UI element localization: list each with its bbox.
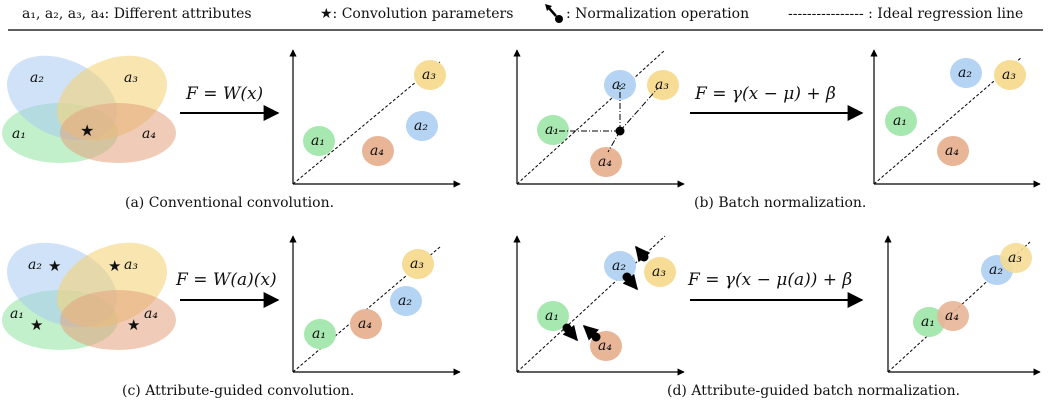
plot-d2-label-a2: a₂ (989, 262, 1003, 278)
caption-c: (c) Attribute-guided convolution. (122, 383, 355, 399)
plot-d-right (884, 235, 1041, 376)
venn-a-label-a2: a₂ (30, 70, 44, 86)
plot-b2-label-a3: a₃ (1002, 67, 1016, 83)
plot-d2-label-a3: a₃ (1008, 250, 1022, 266)
legend-norm-op: : Normalization operation (566, 6, 750, 22)
ellipse-a4 (60, 103, 176, 163)
caption-b: (b) Batch normalization. (694, 195, 867, 211)
point-a3 (414, 60, 446, 90)
plot-b-left (513, 49, 685, 188)
plot-c (289, 235, 461, 376)
star-icon: ★ (80, 121, 95, 140)
point-a1 (303, 126, 335, 156)
star-icon-a2: ★ (48, 257, 62, 275)
plot-d-left (513, 235, 685, 376)
plot-c-label-a4: a₄ (358, 316, 372, 332)
legend-attributes: a₁, a₂, a₃, a₄: Different attributes (22, 6, 252, 22)
plot-a-label-a2: a₂ (414, 118, 428, 134)
plot-b-right (870, 49, 1041, 188)
formula-b: F = γ(x − μ) + β (695, 84, 836, 104)
plot-a (289, 49, 461, 188)
plot-d1-label-a2: a₂ (612, 258, 626, 274)
plot-a-label-a3: a₃ (422, 67, 436, 83)
plot-b2-label-a1: a₁ (893, 113, 907, 129)
mean-dot-b (615, 126, 625, 136)
venn-c-label-a4: a₄ (144, 306, 158, 322)
plot-a-label-a4: a₄ (370, 143, 384, 159)
venn-c-label-a3: a₃ (124, 257, 138, 273)
venn-a-label-a4: a₄ (142, 126, 156, 142)
venn-a-label-a3: a₃ (124, 70, 138, 86)
formula-d: F = γ(x − μ(a)) + β (688, 270, 853, 290)
plot-b2-label-a2: a₂ (958, 65, 972, 81)
venn-diagram-c (2, 242, 176, 350)
star-icon-a3: ★ (108, 257, 122, 275)
venn-a-label-a1: a₁ (12, 126, 26, 142)
plot-d1-label-a3: a₃ (652, 264, 666, 280)
legend-ideal-line: ---------------- : Ideal regression line (788, 6, 1024, 22)
plot-d1-label-a4: a₄ (598, 338, 612, 354)
plot-c-label-a2: a₂ (398, 293, 412, 309)
plot-b1-label-a3: a₃ (655, 77, 669, 93)
plot-b1-label-a1: a₁ (545, 122, 559, 138)
ideal-line-a (292, 61, 441, 185)
legend-conv-params: ★: Convolution parameters (320, 6, 514, 22)
point-a2 (406, 111, 438, 141)
plot-d2-label-a4: a₄ (945, 308, 959, 324)
plot-d1-label-a1: a₁ (545, 308, 559, 324)
plot-b1-label-a4: a₄ (598, 154, 612, 170)
plot-d2-label-a1: a₁ (921, 314, 935, 330)
point-a4 (362, 136, 394, 166)
plot-c-label-a1: a₁ (312, 326, 326, 342)
venn-diagram-a (2, 55, 176, 163)
star-icon-a4: ★ (127, 316, 141, 334)
venn-c-label-a2: a₂ (28, 257, 42, 273)
formula-a: F = W(x) (186, 84, 264, 104)
plot-b2-label-a4: a₄ (945, 143, 959, 159)
norm-op-glyph (545, 4, 563, 23)
star-icon-a1: ★ (30, 316, 44, 334)
caption-d: (d) Attribute-guided batch normalization… (667, 383, 961, 399)
plot-b1-label-a2: a₂ (612, 77, 626, 93)
caption-a: (a) Conventional convolution. (125, 195, 335, 211)
venn-c-label-a1: a₁ (10, 306, 24, 322)
plot-c-label-a3: a₃ (410, 256, 424, 272)
formula-c: F = W(a)(x) (176, 270, 277, 290)
plot-a-label-a1: a₁ (311, 133, 325, 149)
